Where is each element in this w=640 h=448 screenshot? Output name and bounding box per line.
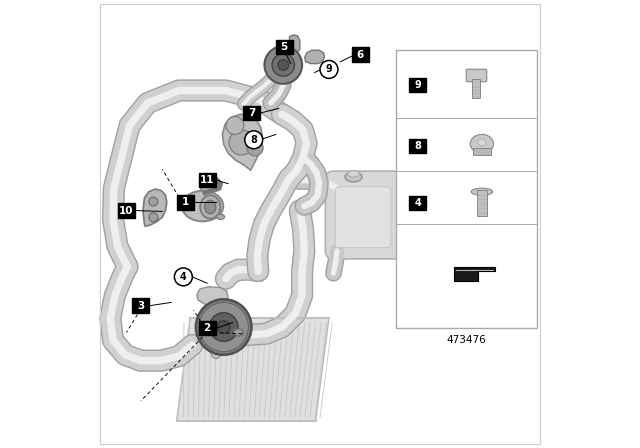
- Circle shape: [226, 116, 244, 134]
- FancyBboxPatch shape: [477, 190, 487, 216]
- Text: 11: 11: [200, 175, 214, 185]
- Circle shape: [229, 130, 254, 155]
- FancyBboxPatch shape: [409, 78, 426, 92]
- Circle shape: [247, 140, 263, 156]
- Circle shape: [149, 197, 158, 206]
- Circle shape: [196, 299, 252, 355]
- Ellipse shape: [471, 188, 493, 195]
- Text: 1: 1: [182, 198, 189, 207]
- FancyBboxPatch shape: [466, 69, 487, 82]
- Polygon shape: [143, 189, 167, 226]
- Text: 4: 4: [414, 198, 421, 208]
- FancyBboxPatch shape: [352, 47, 369, 62]
- Ellipse shape: [200, 195, 220, 219]
- FancyBboxPatch shape: [474, 148, 492, 155]
- Circle shape: [199, 302, 248, 352]
- Ellipse shape: [216, 214, 225, 220]
- FancyBboxPatch shape: [198, 173, 216, 187]
- Text: 5: 5: [280, 42, 288, 52]
- FancyBboxPatch shape: [132, 298, 149, 313]
- Text: 473476: 473476: [447, 336, 486, 345]
- Ellipse shape: [205, 200, 216, 214]
- Text: 2: 2: [204, 323, 211, 333]
- Polygon shape: [454, 267, 495, 281]
- FancyBboxPatch shape: [198, 321, 216, 335]
- FancyBboxPatch shape: [276, 40, 292, 54]
- FancyBboxPatch shape: [177, 195, 194, 210]
- FancyBboxPatch shape: [243, 106, 260, 120]
- Text: 10: 10: [119, 206, 134, 215]
- Text: 9: 9: [326, 65, 332, 74]
- Circle shape: [218, 321, 230, 333]
- Ellipse shape: [211, 348, 221, 358]
- FancyBboxPatch shape: [396, 50, 538, 328]
- FancyBboxPatch shape: [409, 196, 426, 210]
- Circle shape: [149, 213, 158, 222]
- Text: 8: 8: [250, 135, 257, 145]
- Circle shape: [209, 313, 238, 341]
- FancyBboxPatch shape: [325, 171, 402, 259]
- Ellipse shape: [182, 191, 223, 221]
- Ellipse shape: [478, 139, 486, 146]
- FancyBboxPatch shape: [409, 139, 426, 153]
- Text: 3: 3: [137, 301, 145, 310]
- Circle shape: [264, 46, 302, 84]
- Polygon shape: [200, 179, 221, 194]
- FancyBboxPatch shape: [472, 79, 479, 98]
- Circle shape: [278, 60, 289, 70]
- FancyBboxPatch shape: [118, 203, 135, 218]
- Polygon shape: [305, 50, 324, 64]
- Ellipse shape: [348, 171, 360, 177]
- Circle shape: [272, 54, 294, 76]
- FancyBboxPatch shape: [335, 187, 391, 248]
- Polygon shape: [177, 318, 329, 421]
- Text: 6: 6: [356, 50, 364, 60]
- Text: 9: 9: [414, 80, 421, 90]
- Polygon shape: [222, 114, 262, 170]
- Polygon shape: [196, 287, 228, 306]
- Ellipse shape: [234, 329, 243, 336]
- Circle shape: [244, 131, 262, 149]
- Text: 7: 7: [248, 108, 255, 118]
- Ellipse shape: [345, 172, 362, 182]
- Text: 8: 8: [414, 141, 421, 151]
- Polygon shape: [288, 35, 300, 55]
- Circle shape: [320, 60, 338, 78]
- Text: 4: 4: [180, 272, 187, 282]
- Circle shape: [174, 268, 192, 286]
- Ellipse shape: [470, 134, 493, 153]
